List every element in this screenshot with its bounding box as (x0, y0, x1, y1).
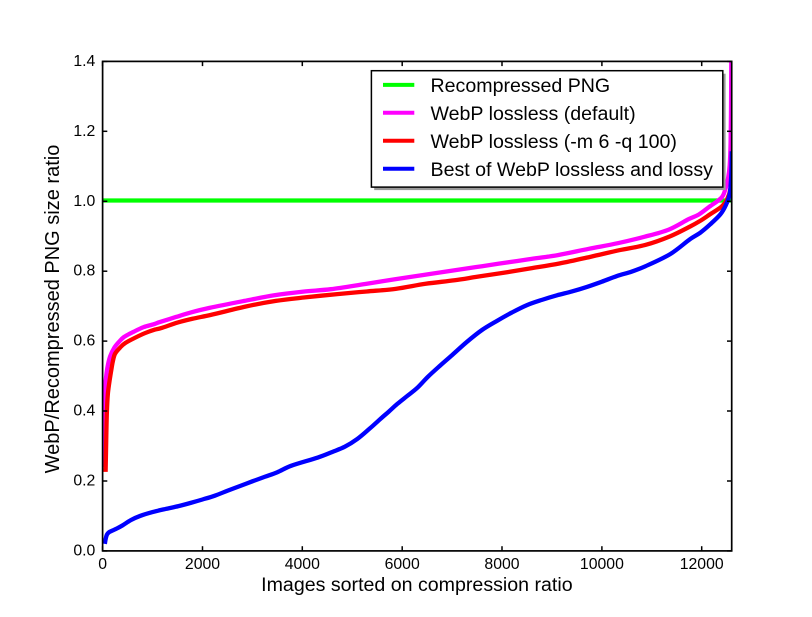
svg-text:8000: 8000 (484, 556, 519, 573)
svg-text:0.6: 0.6 (73, 333, 95, 350)
svg-text:4000: 4000 (285, 556, 320, 573)
svg-text:10000: 10000 (580, 556, 624, 573)
svg-text:WebP lossless (default): WebP lossless (default) (431, 103, 636, 125)
svg-text:Images sorted on compression r: Images sorted on compression ratio (261, 574, 573, 596)
svg-text:WebP lossless (-m 6 -q 100): WebP lossless (-m 6 -q 100) (431, 131, 677, 153)
svg-text:0.4: 0.4 (73, 403, 95, 420)
svg-text:6000: 6000 (385, 556, 420, 573)
svg-text:1.4: 1.4 (73, 53, 95, 70)
svg-text:0: 0 (98, 556, 107, 573)
svg-text:0.8: 0.8 (73, 263, 95, 280)
svg-text:0.0: 0.0 (73, 542, 95, 559)
svg-text:1.0: 1.0 (73, 193, 95, 210)
svg-text:0.2: 0.2 (73, 473, 95, 490)
svg-text:1.2: 1.2 (73, 123, 95, 140)
svg-text:WebP/Recompressed PNG size rat: WebP/Recompressed PNG size ratio (42, 145, 64, 474)
svg-text:2000: 2000 (185, 556, 220, 573)
svg-text:12000: 12000 (680, 556, 724, 573)
svg-text:Recompressed PNG: Recompressed PNG (431, 75, 611, 97)
svg-text:Best of WebP lossless and loss: Best of WebP lossless and lossy (431, 159, 714, 181)
